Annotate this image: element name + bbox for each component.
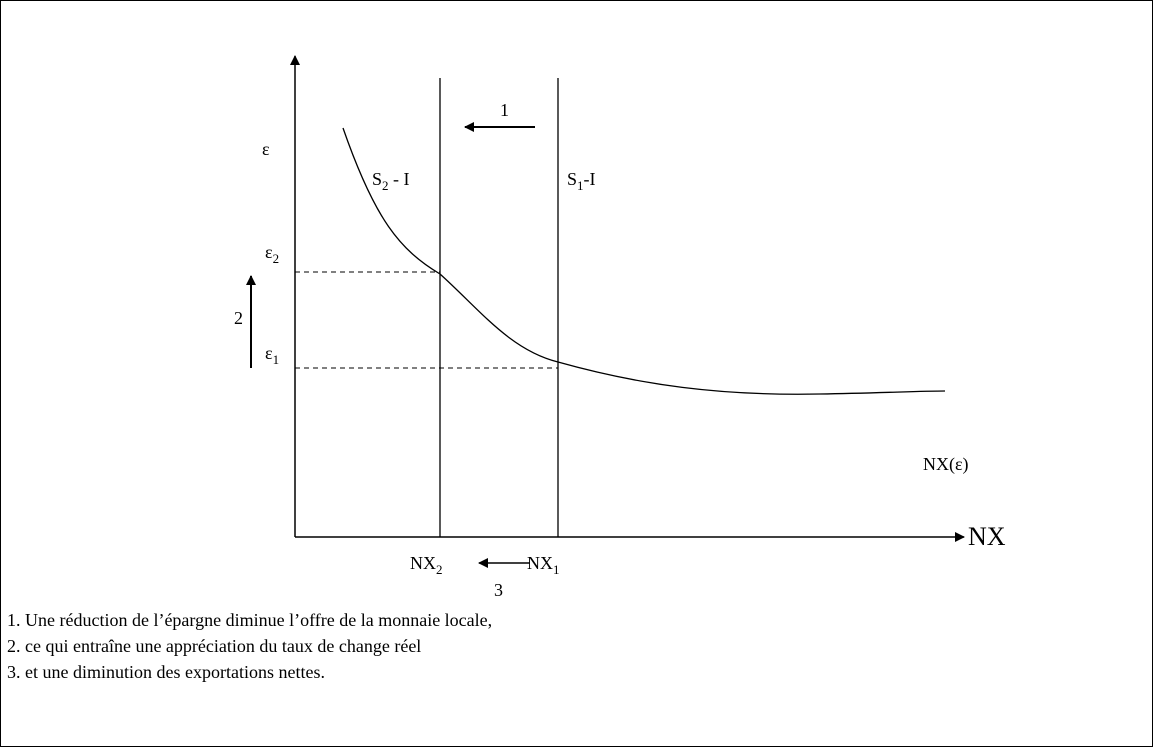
label-base: ε	[265, 343, 273, 363]
label-base: S	[372, 169, 382, 189]
x-point-label: NX2	[410, 553, 443, 577]
label-base: NX	[410, 553, 436, 573]
step-label: 1	[500, 100, 509, 120]
x-axis-label: NX	[968, 522, 1006, 551]
y-axis-label: ε	[262, 139, 270, 159]
label-base: ε	[265, 242, 273, 262]
curve-label: S2 - I	[372, 169, 410, 193]
label-sub: 1	[577, 178, 584, 193]
nx-curve	[342, 127, 946, 395]
label-sub: 1	[553, 562, 560, 577]
label-sub: 2	[436, 562, 443, 577]
label-base: S	[567, 169, 577, 189]
label-sub: 2	[382, 178, 389, 193]
x-point-label: NX1	[527, 553, 560, 577]
step-label: 3	[494, 580, 503, 600]
label-base: NX	[527, 553, 553, 573]
label-sub: 2	[273, 251, 280, 266]
note: 3. et une diminution des exportations ne…	[7, 662, 325, 682]
step-label: 2	[234, 308, 243, 328]
level-label: ε1	[265, 343, 279, 367]
label-rest: -I	[584, 169, 596, 189]
curve-label: NX(ε)	[923, 454, 969, 475]
label-sub: 1	[273, 352, 280, 367]
note: 2. ce qui entraîne une appréciation du t…	[7, 636, 421, 656]
label-rest: - I	[389, 169, 410, 189]
note: 1. Une réduction de l’épargne diminue l’…	[7, 610, 492, 630]
level-label: ε2	[265, 242, 279, 266]
curve-label: S1-I	[567, 169, 596, 193]
